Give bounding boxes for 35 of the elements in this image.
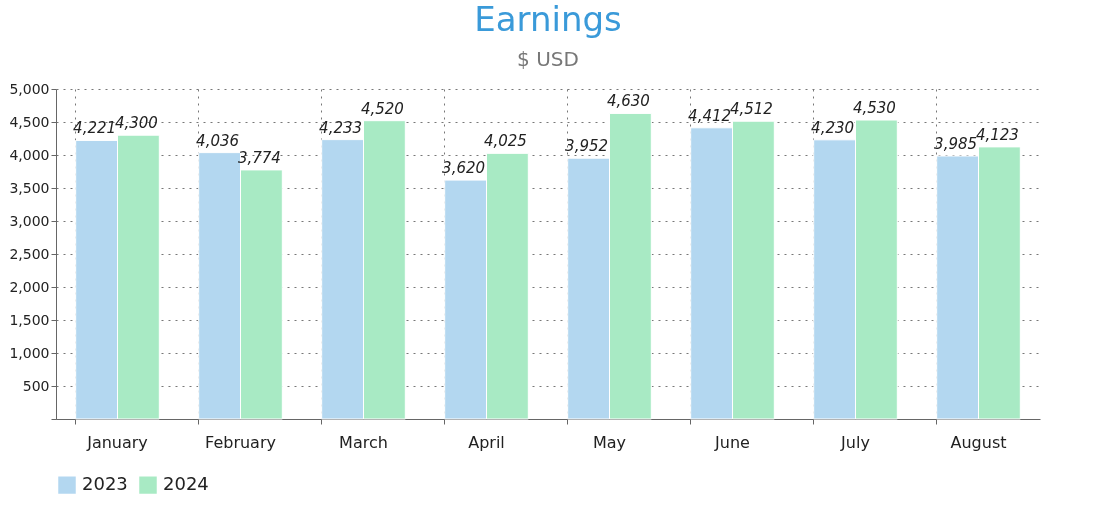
x-tick-label: March [339, 432, 388, 452]
y-tick-label: 2,000 [9, 278, 50, 295]
y-tick-label: 3,500 [9, 179, 50, 196]
x-tick-label: January [86, 432, 148, 452]
chart-title: Earnings [474, 0, 622, 39]
data-label: 4,530 [852, 99, 896, 118]
y-tick-label: 1,500 [9, 311, 50, 328]
data-label: 4,123 [975, 125, 1019, 144]
legend-label: 2023 [82, 473, 128, 495]
data-label: 3,952 [565, 137, 609, 156]
data-label: 4,512 [729, 100, 773, 119]
legend-label: 2024 [163, 473, 209, 495]
x-tick-label: August [950, 432, 1007, 452]
y-tick-label: 3,000 [9, 212, 50, 229]
data-label: 4,630 [606, 92, 650, 111]
data-label: 4,300 [114, 114, 158, 133]
y-tick-label: 500 [22, 377, 50, 394]
data-label: 4,025 [483, 132, 527, 151]
x-tick-label: May [592, 432, 627, 452]
x-tick-label: February [205, 432, 276, 452]
y-tick-label: 4,000 [9, 146, 50, 163]
x-tick-label: April [468, 432, 505, 452]
y-tick-label: 1,000 [9, 344, 50, 361]
data-label: 3,774 [237, 148, 281, 167]
y-tick-label: 4,500 [9, 113, 50, 130]
x-tick-label: July [840, 432, 870, 452]
x-tick-label: June [714, 432, 750, 452]
data-label: 4,230 [811, 118, 855, 137]
y-tick-label: 5,000 [9, 80, 50, 97]
data-label: 3,620 [442, 159, 486, 178]
data-label: 4,520 [360, 99, 404, 118]
y-tick-label: 2,500 [9, 245, 50, 262]
data-label: 4,233 [319, 118, 363, 137]
chart-subtitle: $ USD [517, 47, 579, 71]
data-label: 4,036 [196, 131, 240, 150]
